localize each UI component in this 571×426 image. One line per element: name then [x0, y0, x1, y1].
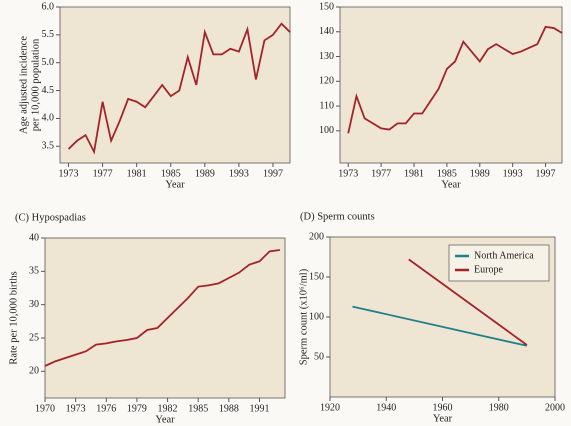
y-tick-label: 6.0: [42, 1, 55, 12]
y-tick-label: 100: [309, 311, 324, 322]
y-axis-label: per 10,000 population: [30, 38, 41, 131]
x-tick-label: 1991: [249, 403, 269, 414]
plot-area: [44, 237, 286, 399]
y-tick-label: 30: [29, 299, 39, 310]
x-axis-label: Year: [155, 414, 175, 425]
y-tick-label: 150: [309, 271, 324, 282]
x-tick-label: 1973: [338, 168, 358, 179]
x-tick-label: 1985: [188, 403, 208, 414]
data-line: [347, 25, 563, 134]
x-tick-label: 1979: [127, 403, 147, 414]
x-tick-label: 1980: [489, 402, 509, 413]
x-tick-label: 1989: [470, 168, 490, 179]
y-tick-label: 4.5: [42, 85, 55, 96]
data-line: [44, 249, 281, 367]
data-line: [408, 258, 528, 346]
y-tick-label: 110: [319, 100, 334, 111]
x-tick-label: 1973: [66, 403, 86, 414]
x-tick-label: 1997: [263, 168, 283, 179]
y-tick-label: 35: [29, 266, 39, 277]
x-tick-label: 2000: [545, 402, 565, 413]
y-tick-label: 5.0: [42, 57, 55, 68]
y-tick-label: 25: [29, 332, 39, 343]
x-tick-label: 1993: [229, 168, 249, 179]
data-line: [352, 305, 528, 347]
x-tick-label: 1960: [433, 402, 453, 413]
plot-area: [59, 6, 291, 164]
x-tick-label: 1970: [35, 403, 55, 414]
x-tick-label: 1997: [536, 168, 556, 179]
x-tick-label: 1988: [219, 403, 239, 414]
y-axis-label: Sperm count (x10⁶/ml): [298, 268, 309, 365]
y-tick-label: 4.0: [42, 113, 55, 124]
x-tick-label: 1973: [59, 168, 79, 179]
x-tick-label: 1976: [96, 403, 116, 414]
x-tick-label: 1940: [376, 402, 396, 413]
x-tick-label: 1985: [437, 168, 457, 179]
y-tick-label: 5.5: [42, 29, 55, 40]
y-axis-label: Age adjusted incidence: [18, 36, 29, 134]
y-tick-label: 130: [319, 51, 334, 62]
y-tick-label: 50: [314, 351, 324, 362]
panel-title: (D) Sperm counts: [300, 211, 375, 222]
x-axis-label: Year: [433, 413, 453, 424]
plot-area: [339, 6, 563, 164]
y-axis-label: Rate per 10,000 births: [8, 271, 19, 364]
y-tick-label: 200: [309, 231, 324, 242]
x-axis-label: Year: [165, 179, 185, 190]
y-tick-label: 150: [319, 1, 334, 12]
x-axis-label: Year: [441, 179, 461, 190]
y-tick-label: 40: [29, 232, 39, 243]
x-tick-label: 1985: [161, 168, 181, 179]
x-tick-label: 1981: [404, 168, 424, 179]
legend-label: Europe: [474, 264, 503, 275]
x-tick-label: 1977: [93, 168, 113, 179]
panel-title: (C) Hypospadias: [15, 212, 86, 223]
legend-box: [448, 244, 550, 282]
y-tick-label: 20: [29, 366, 39, 377]
legend-label: North America: [474, 250, 534, 261]
y-tick-label: 140: [319, 26, 334, 37]
x-tick-label: 1977: [371, 168, 391, 179]
x-tick-label: 1982: [158, 403, 178, 414]
y-tick-label: 3.5: [42, 141, 55, 152]
x-tick-label: 1989: [195, 168, 215, 179]
data-line: [67, 22, 291, 155]
x-tick-label: 1920: [320, 402, 340, 413]
x-tick-label: 1981: [127, 168, 147, 179]
y-tick-label: 120: [319, 76, 334, 87]
y-tick-label: 100: [319, 125, 334, 136]
x-tick-label: 1993: [503, 168, 523, 179]
